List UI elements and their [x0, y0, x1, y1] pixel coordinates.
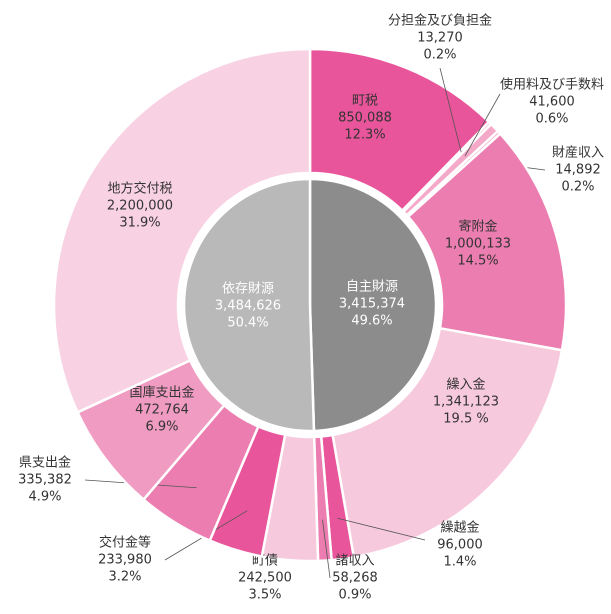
segment: [406, 131, 568, 352]
segment-label: 31.9%: [119, 216, 160, 231]
segment-label: 14.5%: [457, 254, 498, 269]
segment-label: 19.5 %: [443, 412, 488, 427]
segment-label: 41,600: [529, 95, 575, 110]
segment-label: 地方交付税: [107, 181, 172, 197]
segment-label: 1,341,123: [433, 395, 499, 410]
leader-line: [439, 67, 462, 153]
segment-label: 町税: [352, 94, 378, 109]
segment-label: 472,764: [135, 403, 189, 418]
segment: [182, 177, 316, 433]
segment-label: 96,000: [437, 538, 483, 553]
segment-label: 3.5%: [248, 588, 281, 603]
segment-label: 12.3%: [344, 128, 385, 143]
inner-label: 3,415,374: [339, 297, 405, 312]
leader-line: [337, 517, 426, 541]
segment-label: 町債: [252, 554, 278, 569]
segment-label: 繰入金: [446, 377, 485, 393]
segment-label: 242,500: [238, 571, 292, 586]
segment-label: 13,270: [417, 31, 463, 46]
segment-label: 4.9%: [28, 490, 61, 505]
segment-label: 国庫支出金: [129, 385, 194, 401]
segment-label: 分担金及び負担金: [388, 13, 492, 29]
segment-label: 6.9%: [145, 420, 178, 435]
segment-label: 交付金等: [99, 535, 151, 551]
segment-label: 233,980: [98, 553, 152, 568]
segment-label: 335,382: [18, 473, 72, 488]
segment: [331, 326, 564, 559]
segment: [52, 47, 312, 414]
segment-label: 2,200,000: [107, 199, 173, 214]
segment-label: 0.9%: [338, 588, 371, 603]
segment-label: 58,268: [332, 571, 378, 586]
segment: [308, 177, 438, 433]
inner-label: 3,484,626: [215, 298, 281, 313]
segment-label: 3.2%: [108, 570, 141, 585]
segment-label: 財産収入: [552, 145, 604, 161]
segment-label: 0.2%: [561, 180, 594, 195]
segment-label: 使用料及び手数料: [500, 77, 604, 93]
segment-label: 1.4%: [443, 555, 476, 570]
segment-label: 850,088: [338, 111, 392, 126]
inner-label: 依存財源: [222, 281, 274, 296]
inner-label: 自主財源: [346, 280, 398, 295]
leader-line: [322, 519, 331, 579]
leader-line: [464, 93, 501, 157]
segment-label: 県支出金: [19, 455, 71, 471]
segment-label: 1,000,133: [445, 237, 511, 252]
segment-label: 14,892: [555, 163, 601, 178]
segment-label: 0.2%: [423, 48, 456, 63]
inner-label: 49.6%: [351, 314, 392, 329]
inner-label: 50.4%: [227, 315, 268, 330]
segment-label: 繰越金: [440, 520, 479, 536]
segment-label: 寄附金: [458, 219, 497, 235]
segment-label: 諸収入: [335, 553, 374, 569]
segment-label: 0.6%: [535, 112, 568, 127]
